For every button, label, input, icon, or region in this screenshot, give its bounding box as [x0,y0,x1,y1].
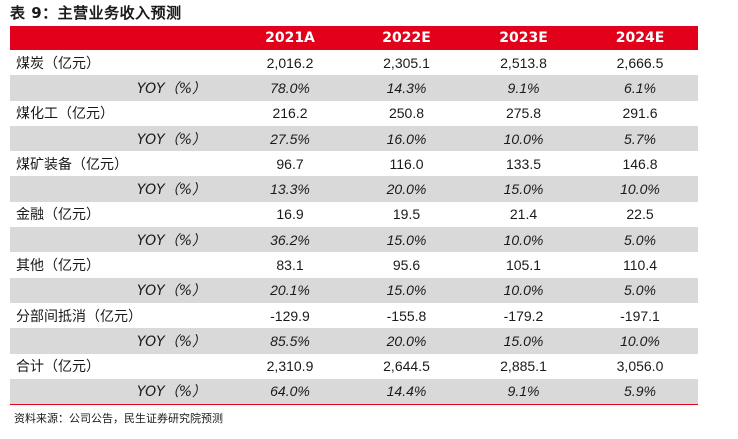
value-cell: 10.0% [503,282,544,299]
value-cell: -129.9 [270,307,310,324]
row-label: YOY（%） [136,333,206,350]
row-label: YOY（%） [136,384,206,401]
value-cell: 36.2% [270,231,310,248]
value-cell: 78.0% [270,79,310,96]
yoy-row: YOY（%） 64.0% 14.4% 9.1% 5.9% [10,378,698,405]
value-cell: 250.8 [388,105,425,122]
value-cell: 2,310.9 [266,358,314,375]
value-cell: 5.9% [624,383,656,400]
value-cell: 2,885.1 [500,358,547,375]
row-label: 分部间抵消（亿元） [16,308,142,325]
value-cell: 110.4 [623,257,657,274]
value-cell: 10.0% [503,130,544,147]
value-cell: 146.8 [622,155,658,172]
header-cell-blank [10,26,232,50]
table-row: 煤化工（亿元） 216.2 250.8 275.8 291.6 [10,101,698,126]
row-label: YOY（%） [136,182,206,199]
value-cell: 5.0% [624,231,656,248]
table-row: 分部间抵消（亿元） -129.9 -155.8 -179.2 -197.1 [10,303,698,328]
yoy-row: YOY（%） 78.0% 14.3% 9.1% 6.1% [10,75,698,101]
header-cell-2023e: 2023E [499,30,548,46]
value-cell: 5.7% [624,130,656,147]
header-cell-2024e: 2024E [615,30,665,46]
value-cell: 96.7 [276,155,304,172]
value-cell: 27.5% [270,130,310,147]
value-cell: 10.0% [503,231,544,248]
row-label: 合计（亿元） [16,359,100,376]
value-cell: 83.1 [276,257,304,274]
table-row: 煤矿装备（亿元） 96.7 116.0 133.5 146.8 [10,151,698,176]
value-cell: 20.0% [386,181,427,198]
row-label: 煤化工（亿元） [16,106,114,123]
value-cell: 6.1% [624,79,656,96]
value-cell: 2,016.2 [266,54,314,71]
row-label: YOY（%） [136,283,206,300]
value-cell: 15.0% [386,231,427,248]
value-cell: 20.0% [386,332,427,349]
row-label: YOY（%） [136,131,206,148]
value-cell: 9.1% [507,79,540,96]
value-cell: 19.5 [392,206,421,223]
value-cell: 15.0% [503,332,544,349]
table-body: 煤炭（亿元） 2,016.2 2,305.1 2,513.8 2,666.5 YOY（%）… [10,50,698,405]
value-cell: 22.5 [626,206,654,223]
value-cell: 2,513.8 [500,54,547,71]
yoy-row: YOY（%） 27.5% 16.0% 10.0% 5.7% [10,125,698,152]
table-row: 其他（亿元） 83.1 95.6 105.1 110.4 [10,252,698,277]
value-cell: 10.0% [620,332,660,349]
value-cell: 85.5% [270,332,310,349]
value-cell: 105.1 [505,257,542,274]
row-label: 煤炭（亿元） [16,55,100,72]
value-cell: 20.1% [270,282,310,299]
yoy-row: YOY（%） 85.5% 20.0% 15.0% 10.0% [10,328,698,354]
value-cell: 14.4% [386,383,427,400]
value-cell: -197.1 [620,307,660,324]
table-title: 表 9：主营业务收入预测 [10,4,182,22]
value-cell: 21.4 [509,206,538,223]
value-cell: 16.0% [386,130,427,147]
yoy-row: YOY（%） 13.3% 20.0% 15.0% 10.0% [10,176,698,202]
value-cell: 216.2 [272,105,308,122]
value-cell: 133.5 [505,155,542,172]
value-cell: -179.2 [503,307,544,324]
value-cell: 15.0% [386,282,427,299]
value-cell: 64.0% [270,383,310,400]
value-cell: 16.9 [276,206,304,223]
value-cell: 116.0 [389,155,424,172]
value-cell: 2,666.5 [616,54,664,71]
table-row: 金融（亿元） 16.9 19.5 21.4 22.5 [10,202,698,227]
header-row: 2021A 2022E 2023E 2024E [10,26,698,50]
row-label: 煤矿装备（亿元） [16,156,128,173]
value-cell: 13.3% [270,181,310,198]
value-cell: 275.8 [505,105,542,122]
header-cell-2022e: 2022E [382,30,431,46]
value-cell: 95.6 [392,257,421,274]
yoy-row: YOY（%） 20.1% 15.0% 10.0% 5.0% [10,277,698,303]
value-cell: 5.0% [624,282,656,299]
value-cell: 14.3% [386,79,427,96]
yoy-row: YOY（%） 36.2% 15.0% 10.0% 5.0% [10,227,698,253]
value-cell: 10.0% [620,181,660,198]
value-cell: 2,305.1 [383,54,430,71]
value-cell: -155.8 [386,307,427,324]
source-note: 资料来源：公司公告，民生证券研究院预测 [14,412,223,425]
row-label: YOY（%） [136,232,206,249]
value-cell: 9.1% [507,383,540,400]
value-cell: 15.0% [503,181,544,198]
revenue-forecast-table: 2021A 2022E 2023E 2024E 煤炭（亿元） 2,016.2 2,3… [10,26,698,405]
row-label: YOY（%） [136,80,206,97]
header-cell-2021a: 2021A [265,30,315,46]
row-label: 金融（亿元） [16,207,100,224]
table-row: 煤炭（亿元） 2,016.2 2,305.1 2,513.8 2,666.5 [10,50,698,75]
row-label: 其他（亿元） [16,258,100,275]
value-cell: 2,644.5 [383,358,430,375]
table-row: 合计（亿元） 2,310.9 2,644.5 2,885.1 3,056.0 [10,354,698,379]
value-cell: 291.6 [622,105,658,122]
value-cell: 3,056.0 [616,358,664,375]
